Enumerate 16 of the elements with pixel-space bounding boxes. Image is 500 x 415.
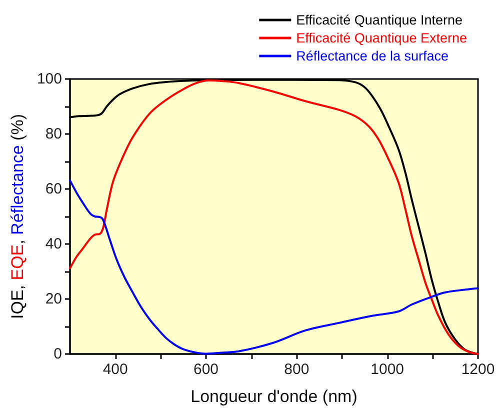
y-tick-label: 100 — [36, 70, 62, 88]
x-tick-label: 1000 — [370, 361, 404, 378]
y-tick-label: 80 — [45, 126, 62, 142]
y-tick-label: 40 — [45, 236, 62, 252]
x-tick-label: 1200 — [461, 361, 495, 378]
x-axis-title: Longueur d'onde (nm) — [190, 387, 358, 406]
legend-label: Efficacité Quantique Interne — [296, 12, 463, 28]
y-tick-label: 20 — [45, 290, 62, 308]
x-tick-label: 800 — [284, 361, 310, 378]
y-tick-label: 0 — [54, 346, 62, 362]
x-tick-label: 600 — [193, 361, 219, 378]
x-tick-label: 400 — [102, 361, 128, 378]
y-tick-label: 60 — [45, 180, 62, 198]
legend-label: Réflectance de la surface — [296, 48, 448, 64]
legend-label: Efficacité Quantique Externe — [296, 30, 468, 46]
y-axis-title: IQE, EQE, Réflectance (%) — [8, 114, 28, 320]
